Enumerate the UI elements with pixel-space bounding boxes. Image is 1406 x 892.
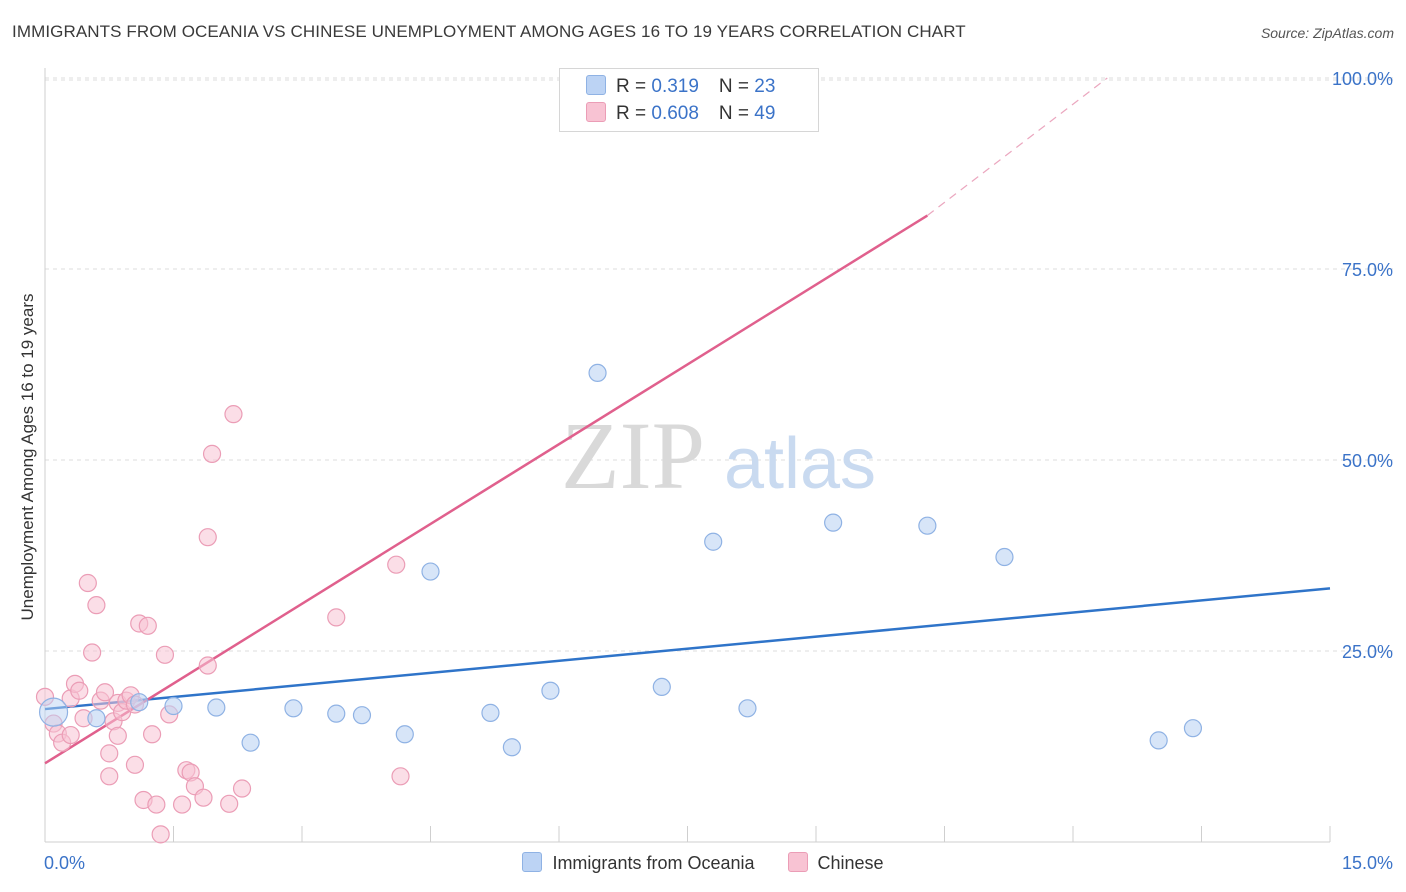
point-chinese — [202, 444, 222, 463]
y-tick-label: 25.0% — [1342, 642, 1393, 662]
trend-line-chinese-extension — [927, 77, 1108, 216]
point-oceania — [738, 699, 757, 718]
point-chinese — [87, 596, 106, 615]
point-chinese — [194, 788, 213, 807]
legend-row-chinese: R = 0.608 N = 49 — [586, 102, 775, 125]
point-oceania — [1149, 731, 1168, 750]
point-oceania — [395, 725, 414, 744]
point-chinese — [220, 794, 239, 813]
point-oceania — [164, 696, 183, 716]
point-oceania — [352, 706, 372, 725]
y-tick-label: 50.0% — [1342, 451, 1393, 471]
point-chinese — [224, 405, 243, 424]
watermark: ZIP atlas — [561, 402, 876, 509]
point-oceania — [481, 703, 500, 722]
legend-n-value: 49 — [754, 103, 776, 124]
point-oceania — [421, 562, 440, 581]
legend-r-value: 0.608 — [651, 103, 699, 124]
watermark-atlas: atlas — [724, 424, 876, 504]
point-chinese — [151, 825, 170, 844]
point-chinese — [391, 767, 410, 786]
point-chinese — [327, 608, 346, 627]
point-oceania — [38, 697, 69, 727]
y-tick-label: 100.0% — [1332, 69, 1393, 89]
tick-labels: 25.0% 50.0% 75.0% 100.0% 0.0% 15.0% — [44, 69, 1393, 873]
point-chinese — [83, 643, 102, 662]
point-chinese — [108, 726, 127, 745]
bottom-legend-swatch-oceania — [522, 852, 543, 872]
point-chinese — [387, 555, 406, 574]
legend-row-oceania: R = 0.319 N = 23 — [586, 75, 775, 98]
trend-line-chinese — [44, 214, 929, 765]
legend-r-label: R = — [616, 76, 652, 97]
data-points — [35, 68, 1203, 844]
point-chinese — [198, 528, 217, 547]
point-oceania — [995, 547, 1014, 567]
point-oceania — [588, 363, 607, 383]
legend-n-label: N = — [718, 76, 755, 97]
bottom-legend-chinese: Chinese — [787, 852, 884, 874]
point-chinese — [198, 656, 217, 675]
grid-lines — [45, 77, 1394, 652]
x-tick-label: 0.0% — [44, 853, 85, 873]
point-chinese — [232, 779, 252, 798]
legend-swatch-oceania — [586, 75, 606, 95]
point-chinese — [95, 683, 115, 702]
point-chinese — [61, 725, 80, 745]
point-chinese — [147, 795, 166, 814]
point-oceania — [502, 738, 521, 757]
legend-swatch-chinese — [586, 102, 606, 122]
point-oceania — [824, 513, 843, 532]
axes — [44, 68, 1331, 843]
point-oceania — [327, 704, 346, 723]
y-tick-label: 75.0% — [1342, 260, 1393, 280]
y-axis-label: Unemployment Among Ages 16 to 19 years — [18, 293, 37, 621]
bottom-legend-label-chinese: Chinese — [817, 853, 884, 873]
chart-source: Source: ZipAtlas.com — [1260, 25, 1394, 41]
point-chinese — [155, 645, 175, 664]
legend-n-label: N = — [718, 103, 755, 124]
watermark-zip: ZIP — [561, 402, 705, 509]
point-chinese — [78, 573, 97, 593]
point-chinese — [70, 681, 89, 700]
x-tick-label: 15.0% — [1342, 853, 1393, 873]
point-chinese — [172, 795, 192, 814]
trend-lines — [44, 77, 1331, 765]
bottom-legend-swatch-chinese — [787, 852, 808, 872]
point-chinese — [100, 767, 119, 786]
bottom-legend-oceania: Immigrants from Oceania — [522, 852, 755, 874]
point-oceania — [130, 693, 149, 712]
point-chinese — [125, 755, 145, 774]
point-oceania — [87, 709, 106, 728]
bottom-legend-label-oceania: Immigrants from Oceania — [552, 853, 755, 873]
point-oceania — [541, 681, 560, 700]
point-oceania — [704, 532, 723, 551]
point-oceania — [1183, 719, 1203, 738]
point-oceania — [652, 677, 671, 697]
legend-r-label: R = — [616, 103, 652, 124]
legend-n-value: 23 — [754, 76, 776, 97]
chart-title: IMMIGRANTS FROM OCEANIA VS CHINESE UNEMP… — [12, 22, 966, 41]
point-chinese — [100, 744, 119, 763]
point-chinese — [142, 725, 162, 744]
point-chinese — [138, 616, 157, 635]
bottom-legend: Immigrants from Oceania Chinese — [0, 852, 1406, 874]
legend-r-value: 0.319 — [651, 76, 699, 97]
point-oceania — [284, 699, 303, 718]
point-oceania — [207, 698, 226, 717]
point-oceania — [241, 733, 260, 752]
legend: R = 0.319 N = 23 R = 0.608 N = 49 — [559, 68, 819, 132]
point-oceania — [918, 516, 937, 535]
trend-line-oceania — [44, 587, 1331, 711]
